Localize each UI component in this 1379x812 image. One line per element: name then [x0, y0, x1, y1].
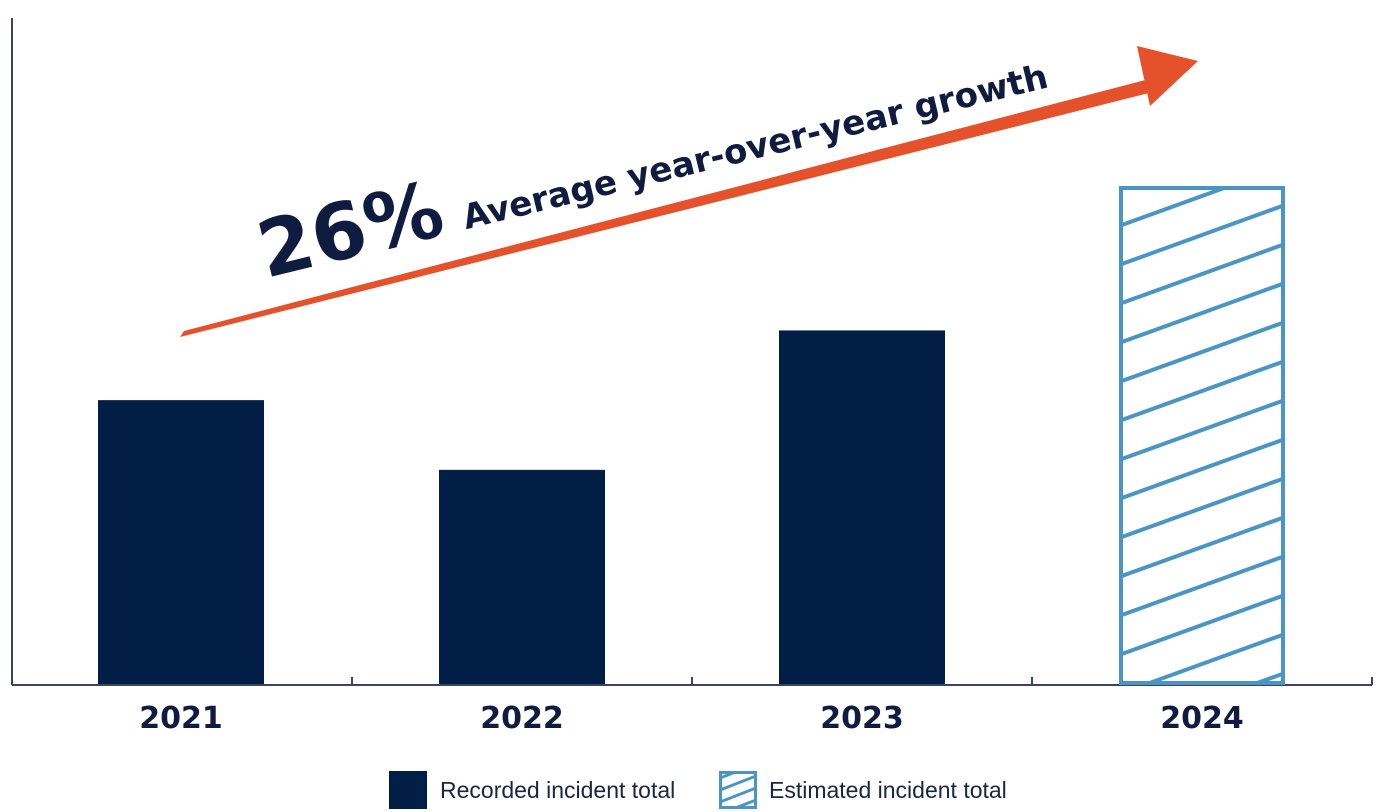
legend-label-estimated: Estimated incident total [769, 777, 1007, 803]
x-tick-label: 2021 [139, 701, 223, 736]
legend-swatch-recorded [389, 771, 427, 809]
x-tick-label: 2024 [1160, 701, 1244, 736]
bar-group [98, 186, 1285, 685]
bar-2023 [779, 330, 945, 684]
legend: Recorded incident total Estimated incide… [389, 771, 1007, 809]
growth-arrow-shaft [180, 78, 1157, 337]
x-tick-label: 2023 [820, 701, 904, 736]
growth-headline: 26% Average year-over-year growth [249, 18, 1054, 297]
growth-arrow-head [1137, 46, 1198, 106]
bar-2022 [439, 469, 605, 684]
growth-arrow [180, 46, 1198, 337]
x-tick-label: 2022 [480, 701, 564, 736]
growth-percent: 26% [249, 165, 452, 297]
x-axis-separators [351, 677, 1373, 685]
bar-2021 [98, 400, 264, 684]
bar-2024 [1119, 186, 1285, 685]
x-tick-labels: 2021 2022 2023 2024 [139, 701, 1244, 736]
growth-text: Average year-over-year growth [459, 57, 1052, 238]
svg-text:26% Average year-over-ye: 26% Average year-over-year growth [249, 18, 1054, 296]
legend-swatch-estimated [719, 771, 757, 809]
legend-label-recorded: Recorded incident total [440, 777, 675, 803]
